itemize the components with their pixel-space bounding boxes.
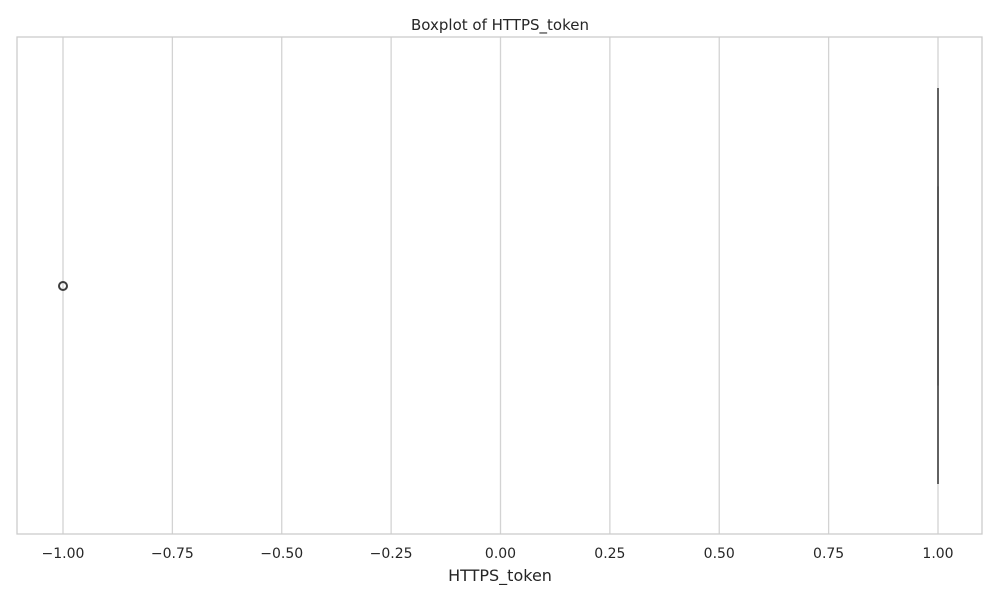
x-tick-label: −0.25 [370,546,413,562]
x-axis-label: HTTPS_token [448,566,552,586]
grid-lines [62,37,939,534]
outlier-point [58,281,68,291]
box-group [58,88,939,484]
x-tick-label: 0.50 [704,546,735,562]
x-axis-ticks: −1.00 −0.75 −0.50 −0.25 0.00 0.25 0.50 0.75 1.00 [42,546,954,562]
x-tick-label: −0.75 [151,546,194,562]
x-tick-label: 0.00 [485,546,516,562]
chart-title: Boxplot of HTTPS_token [411,16,589,35]
x-tick-label: 1.00 [922,546,953,562]
x-tick-label: 0.75 [813,546,844,562]
x-tick-label: −0.50 [260,546,303,562]
plot-frame [16,36,983,535]
x-tick-label: −1.00 [42,546,85,562]
x-tick-label: 0.25 [594,546,625,562]
